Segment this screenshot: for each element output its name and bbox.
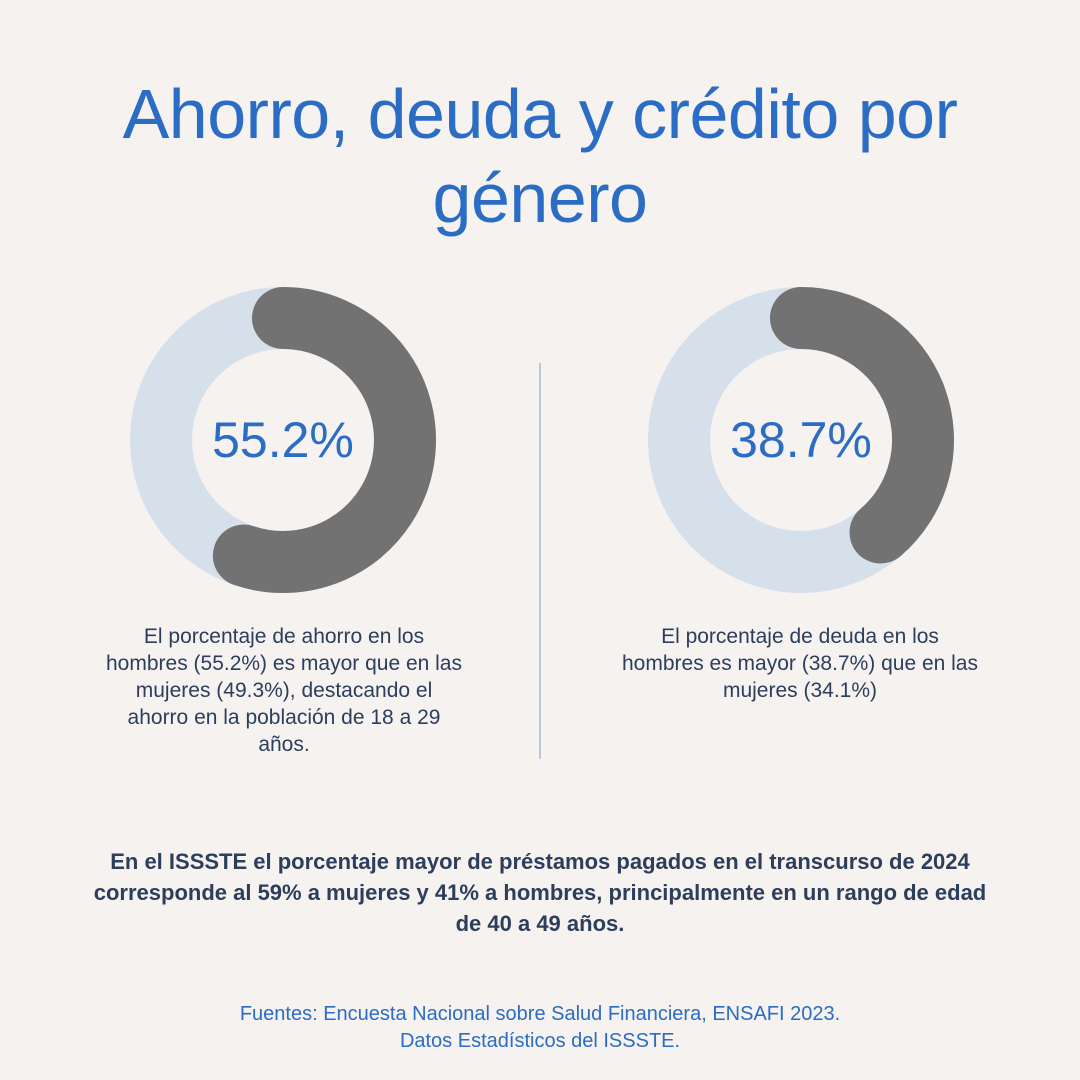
debt-donut-chart: 38.7% bbox=[646, 285, 956, 595]
debt-caption: El porcentaje de deuda en los hombres es… bbox=[621, 625, 978, 702]
sources-text: Fuentes: Encuesta Nacional sobre Salud F… bbox=[80, 1001, 1000, 1055]
savings-caption: El porcentaje de ahorro en los hombres (… bbox=[105, 625, 462, 756]
savings-donut-arc bbox=[212, 287, 436, 593]
divider bbox=[539, 363, 541, 759]
summary-text: En el ISSSTE el porcentaje mayor de prés… bbox=[93, 849, 987, 936]
debt-percentage: 38.7% bbox=[730, 412, 872, 468]
savings-percentage: 55.2% bbox=[212, 412, 354, 468]
debt-donut-arc bbox=[770, 287, 954, 564]
page-title: Ahorro, deuda y crédito por género bbox=[122, 75, 958, 237]
savings-donut-chart: 55.2% bbox=[128, 285, 438, 595]
sources-line-2: Datos Estadísticos del ISSSTE. bbox=[399, 1030, 681, 1052]
sources-line-1: Fuentes: Encuesta Nacional sobre Salud F… bbox=[239, 1003, 841, 1025]
